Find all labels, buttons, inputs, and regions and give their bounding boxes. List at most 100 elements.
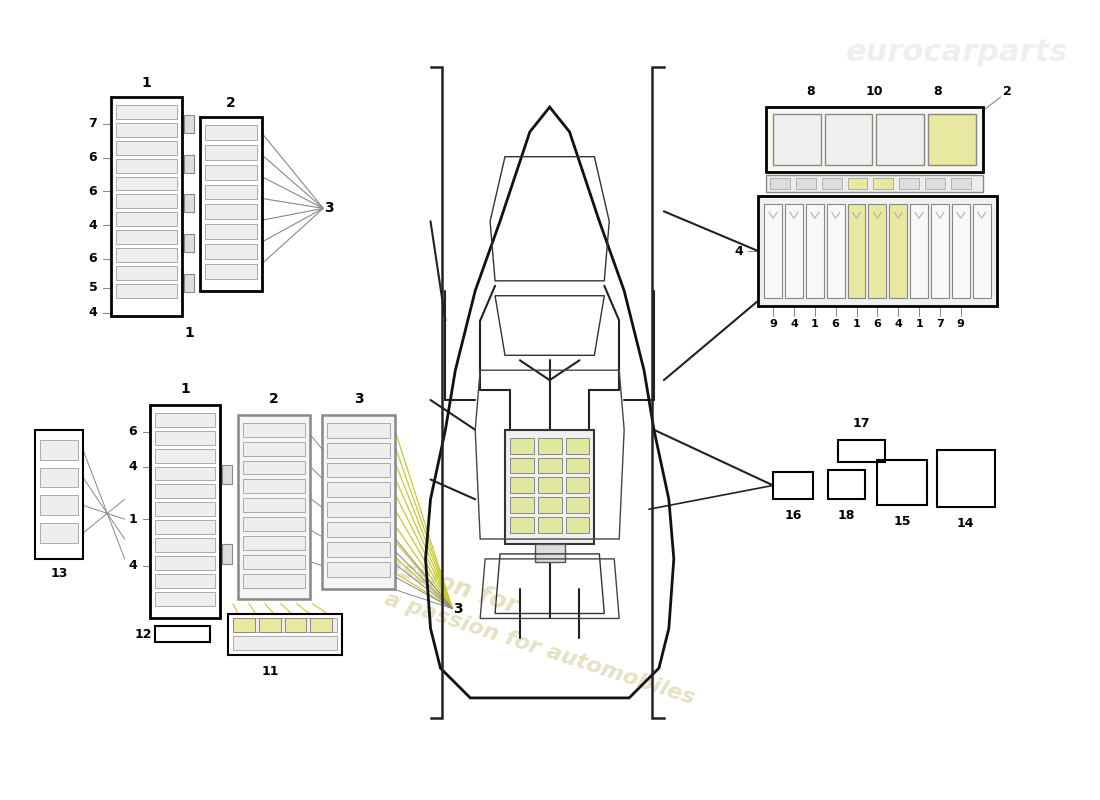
Bar [205,264,256,279]
Bar [806,204,824,298]
Text: 10: 10 [866,85,883,98]
Text: 1: 1 [811,318,818,329]
Bar [931,204,949,298]
Bar [222,544,232,564]
Bar [155,485,214,498]
Bar [151,405,220,618]
Text: 2: 2 [270,392,279,406]
Bar [878,459,927,506]
Bar [205,145,256,160]
Bar [873,178,893,190]
Bar [155,413,214,427]
Text: 8: 8 [806,85,815,98]
Bar [910,204,928,298]
Text: 8: 8 [934,85,943,98]
Bar [116,266,177,280]
Bar [505,430,594,544]
Bar [41,467,78,487]
Bar [767,174,982,193]
Bar [773,471,813,499]
Bar [773,114,821,165]
Bar [899,178,920,190]
Bar [869,204,887,298]
Text: 9: 9 [769,318,777,329]
Bar [184,115,195,133]
Bar [243,517,306,531]
Bar [155,502,214,516]
Text: 3: 3 [453,602,463,615]
Bar [184,234,195,252]
Text: 6: 6 [89,185,97,198]
Bar [116,230,177,244]
Text: 4: 4 [734,245,742,258]
Bar [116,194,177,208]
Text: 6: 6 [832,318,839,329]
Text: 12: 12 [135,628,152,641]
Bar [243,498,306,512]
Bar [327,482,389,498]
Bar [116,284,177,298]
Bar [827,204,845,298]
Bar [285,618,307,632]
Bar [205,185,256,199]
Bar [205,204,256,219]
Bar [155,430,214,445]
Bar [565,498,590,514]
Text: 9: 9 [957,318,965,329]
Text: 1: 1 [180,382,190,396]
Bar [310,618,332,632]
Bar [243,555,306,569]
Bar [785,204,803,298]
Bar [535,544,564,562]
Bar [155,626,210,642]
Bar [538,517,562,533]
Bar [116,212,177,226]
Bar [510,438,534,454]
Bar [950,178,970,190]
Bar [848,178,868,190]
Text: 4: 4 [790,318,798,329]
Bar [510,458,534,474]
Bar [200,117,262,290]
Bar [41,495,78,515]
Bar [41,440,78,459]
Text: 4: 4 [129,559,138,572]
Bar [243,536,306,550]
Bar [233,618,255,632]
Bar [155,449,214,462]
Text: 3: 3 [354,392,363,406]
Bar [327,442,389,458]
Text: 1: 1 [129,513,138,526]
Bar [770,178,790,190]
Bar [565,458,590,474]
Bar [848,178,868,190]
Bar [222,465,232,485]
Bar [184,274,195,292]
Bar [205,125,256,140]
Bar [155,466,214,481]
Bar [565,438,590,454]
Text: a passion for: a passion for [340,539,521,618]
Bar [928,114,976,165]
Bar [243,574,306,588]
Bar [838,440,886,462]
Bar [848,204,866,298]
Bar [205,244,256,259]
Text: 2: 2 [226,96,235,110]
Text: 4: 4 [894,318,902,329]
Bar [327,462,389,478]
Bar [565,478,590,494]
Bar [41,523,78,543]
Bar [767,107,982,171]
Text: 18: 18 [838,509,856,522]
Text: 1: 1 [185,326,194,341]
Bar [35,430,82,559]
Text: 1: 1 [852,318,860,329]
Text: 6: 6 [873,318,881,329]
Bar [877,114,924,165]
Bar [155,520,214,534]
Bar [155,538,214,552]
Bar [510,478,534,494]
Bar [327,542,389,557]
Text: 4: 4 [129,460,138,473]
